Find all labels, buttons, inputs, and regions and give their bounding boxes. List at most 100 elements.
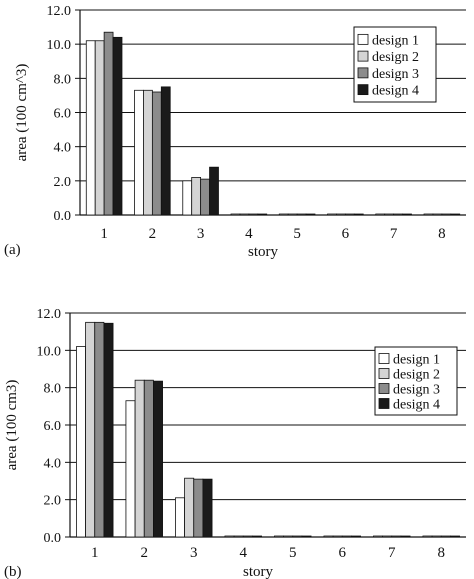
y-tick-label: 0.0 (54, 209, 72, 224)
legend-entry: design 4 (372, 84, 419, 99)
x-tick-label: 8 (438, 226, 446, 242)
legend-swatch (357, 67, 369, 79)
bar-design-4 (450, 213, 461, 216)
bar-design-4 (400, 535, 411, 538)
x-tick-label: 4 (245, 226, 253, 242)
bar-design-2 (287, 213, 298, 216)
x-tick-label: 6 (339, 545, 347, 561)
bar-design-1 (125, 400, 136, 538)
bar-design-4 (112, 36, 123, 216)
legend-swatch (357, 33, 369, 45)
bar-design-2 (336, 213, 346, 216)
bar-design-1 (274, 535, 284, 538)
bar-design-4 (351, 535, 361, 538)
x-tick-label: 1 (100, 226, 108, 242)
bar-design-1 (134, 89, 144, 216)
y-tick-label: 10.0 (37, 344, 62, 359)
x-tick-label: 8 (438, 545, 446, 561)
legend-entry: design 2 (372, 50, 419, 65)
y-tick-label: 4.0 (44, 456, 62, 471)
x-tick-label: 5 (289, 545, 297, 561)
x-tick-label: 1 (91, 545, 99, 561)
y-tick-label: 2.0 (54, 175, 72, 190)
bar-design-4 (153, 380, 163, 538)
y-tick-label: 12.0 (37, 307, 62, 322)
bar-design-3 (103, 31, 114, 216)
bar-design-2 (184, 477, 195, 538)
bar-design-3 (341, 535, 352, 538)
bar-design-1 (230, 213, 241, 216)
legend-swatch (378, 383, 390, 394)
bar-design-4 (257, 213, 268, 216)
y-tick-label: 2.0 (44, 494, 62, 509)
bar-design-4 (402, 213, 412, 216)
y-tick-label: 8.0 (54, 72, 72, 87)
bar-design-2 (431, 535, 442, 538)
x-tick-label: 7 (390, 226, 398, 242)
bar-design-3 (200, 178, 210, 216)
bar-design-1 (422, 535, 433, 538)
legend-swatch (357, 50, 369, 62)
y-tick-label: 4.0 (54, 141, 72, 156)
legend-swatch (378, 398, 390, 409)
bar-design-1 (373, 535, 383, 538)
x-tick-label: 2 (149, 226, 157, 242)
legend-entry: design 3 (372, 67, 419, 82)
bar-design-1 (76, 346, 86, 538)
legend-entry: design 1 (372, 33, 419, 48)
bar-design-1 (182, 180, 193, 216)
bar-design-3 (296, 213, 307, 216)
x-axis-label: story (243, 564, 274, 579)
y-tick-label: 0.0 (44, 531, 62, 546)
chart-panel-a: 0.0 2.0 4.0 6.0 8.0 10.0 12.0 1 2 3 4 5 6 7 8 story area… (4, 4, 466, 260)
bar-design-2 (382, 535, 393, 538)
y-tick-label: 10.0 (47, 38, 72, 53)
y-axis-label: area (100 cm^3) (14, 64, 30, 162)
bar-design-3 (292, 535, 303, 538)
bar-design-1 (175, 497, 185, 538)
bar-design-4 (202, 478, 213, 538)
bar-design-3 (143, 379, 154, 538)
bar-design-2 (239, 213, 250, 216)
bar-design-3 (151, 91, 162, 216)
chart-panel-b: 0.0 2.0 4.0 6.0 8.0 10.0 12.0 1 2 3 4 5 6 7 8 story area… (4, 307, 466, 579)
bar-design-1 (327, 213, 337, 216)
bar-design-3 (441, 213, 452, 216)
legend: design 1 design 2 design 3 design 4 (353, 26, 437, 103)
x-tick-label: 6 (342, 226, 350, 242)
x-tick-label: 3 (190, 545, 198, 561)
legend-swatch (378, 368, 390, 379)
bar-design-3 (242, 535, 253, 538)
x-axis-label: story (248, 244, 279, 260)
bar-design-2 (143, 89, 153, 216)
bar-design-4 (305, 213, 316, 216)
bar-design-1 (224, 535, 235, 538)
x-tick-label: 7 (388, 545, 396, 561)
bar-design-2 (85, 321, 96, 538)
x-tick-label: 4 (240, 545, 248, 561)
bar-design-1 (85, 40, 96, 216)
bar-design-3 (393, 213, 403, 216)
bar-design-2 (384, 213, 395, 216)
bar-design-4 (353, 213, 364, 216)
panel-label: (a) (4, 242, 21, 258)
bar-design-4 (301, 535, 312, 538)
bar-design-4 (450, 535, 460, 538)
bar-design-2 (432, 213, 443, 216)
bar-design-2 (94, 40, 105, 216)
bar-design-2 (332, 535, 343, 538)
legend-entry: design 4 (393, 398, 440, 413)
y-tick-label: 6.0 (44, 419, 62, 434)
bar-design-3 (440, 535, 451, 538)
bar-design-1 (323, 535, 334, 538)
bar-design-3 (391, 535, 402, 538)
x-tick-label: 2 (141, 545, 149, 561)
x-tick-label: 3 (197, 226, 205, 242)
y-tick-label: 12.0 (47, 4, 72, 19)
legend-entry: design 3 (393, 383, 440, 398)
bar-design-1 (278, 213, 289, 216)
bar-design-2 (191, 177, 202, 216)
bar-design-2 (134, 379, 145, 538)
